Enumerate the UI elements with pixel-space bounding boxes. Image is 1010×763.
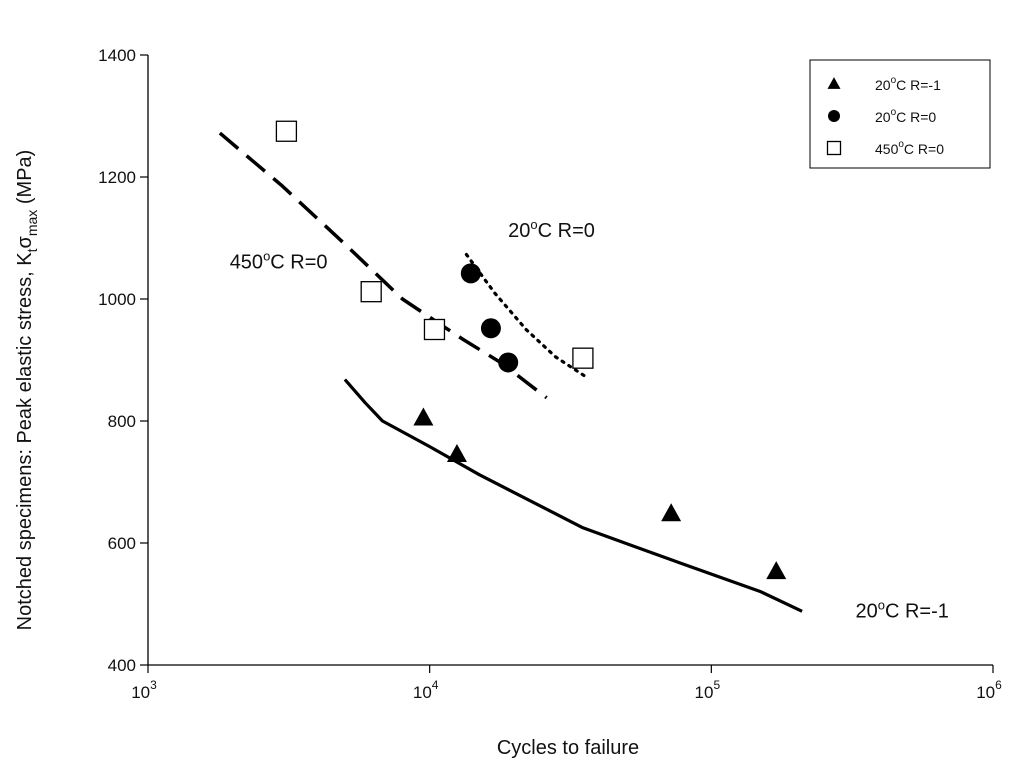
data-point-triangle — [413, 407, 434, 426]
curve-label-text: C R=0 — [538, 220, 595, 242]
curve-label: 20oC R=-1 — [856, 597, 949, 622]
x-tick-label: 103 — [131, 678, 157, 702]
legend-label-value: 450 — [875, 141, 899, 157]
x-tick-label: 105 — [695, 678, 721, 702]
curve-label-value: 450 — [230, 252, 263, 274]
x-axis-title: Cycles to failure — [497, 737, 639, 759]
data-point-circle — [460, 263, 481, 284]
legend-marker-square — [826, 140, 842, 156]
y-axis-title-main: Notched specimens: Peak elastic stress, … — [14, 252, 36, 631]
legend-label-degree: o — [891, 75, 897, 86]
x-tick-exponent: 3 — [150, 678, 157, 692]
data-points — [275, 120, 787, 580]
curve-label-value: 20 — [856, 600, 878, 622]
y-axis-title: Notched specimens: Peak elastic stress, … — [14, 150, 40, 631]
y-axis-title-sigma: σ — [14, 235, 36, 248]
curve-label-value: 20 — [508, 220, 530, 242]
legend-label-text: C R=0 — [896, 109, 936, 125]
plot-frame — [147, 55, 993, 666]
curve-label-degree: o — [263, 249, 270, 264]
data-point-square — [275, 120, 298, 142]
legend-label-text: C R=0 — [904, 141, 944, 157]
x-tick-base: 10 — [976, 683, 995, 702]
y-tick-label: 400 — [108, 656, 136, 675]
curve-label: 450oC R=0 — [230, 249, 328, 274]
x-tick-base: 10 — [413, 683, 432, 702]
y-tick-label: 1000 — [98, 290, 136, 309]
curve-label-degree: o — [878, 597, 885, 612]
curve-label-text: C R=-1 — [885, 600, 949, 622]
curve-label-degree: o — [530, 217, 537, 232]
data-point-square — [572, 347, 594, 369]
y-tick-label: 800 — [108, 412, 136, 431]
legend-marker-circle — [828, 110, 840, 122]
legend-label-text: C R=-1 — [896, 77, 941, 93]
curve-label: 20oC R=0 — [508, 217, 595, 242]
data-point-circle — [498, 352, 519, 373]
x-tick-exponent: 4 — [432, 678, 439, 692]
legend-marker-triangle — [827, 77, 841, 89]
data-point-triangle — [766, 561, 787, 580]
data-point-square — [360, 281, 382, 303]
y-axis-title-sub2: max — [24, 210, 40, 236]
y-axis-title-sub1: t — [24, 248, 40, 252]
legend-label: 450oC R=0 — [875, 139, 944, 157]
legend-label-degree: o — [891, 107, 897, 118]
x-tick-exponent: 6 — [995, 678, 1002, 692]
data-point-triangle — [661, 503, 682, 522]
y-axis-title-unit: (MPa) — [14, 150, 36, 210]
legend-label: 20oC R=0 — [875, 107, 936, 125]
x-tick-exponent: 5 — [713, 678, 720, 692]
data-point-circle — [480, 318, 501, 339]
legend-label-degree: o — [898, 139, 904, 150]
y-tick-label: 1400 — [98, 46, 136, 65]
curve-label-text: C R=0 — [270, 252, 327, 274]
x-tick-label: 106 — [976, 678, 1002, 702]
y-tick-label: 1200 — [98, 168, 136, 187]
x-tick-label: 104 — [413, 678, 439, 702]
data-point-square — [423, 318, 446, 341]
legend-label: 20oC R=-1 — [875, 75, 941, 93]
fit-line-solid — [343, 378, 803, 613]
legend-label-value: 20 — [875, 109, 891, 125]
y-tick-label: 600 — [108, 534, 136, 553]
fit-line-dotted — [464, 252, 589, 379]
legend-label-value: 20 — [875, 77, 891, 93]
data-point-triangle — [446, 444, 467, 463]
x-tick-base: 10 — [131, 683, 150, 702]
x-tick-base: 10 — [695, 683, 714, 702]
